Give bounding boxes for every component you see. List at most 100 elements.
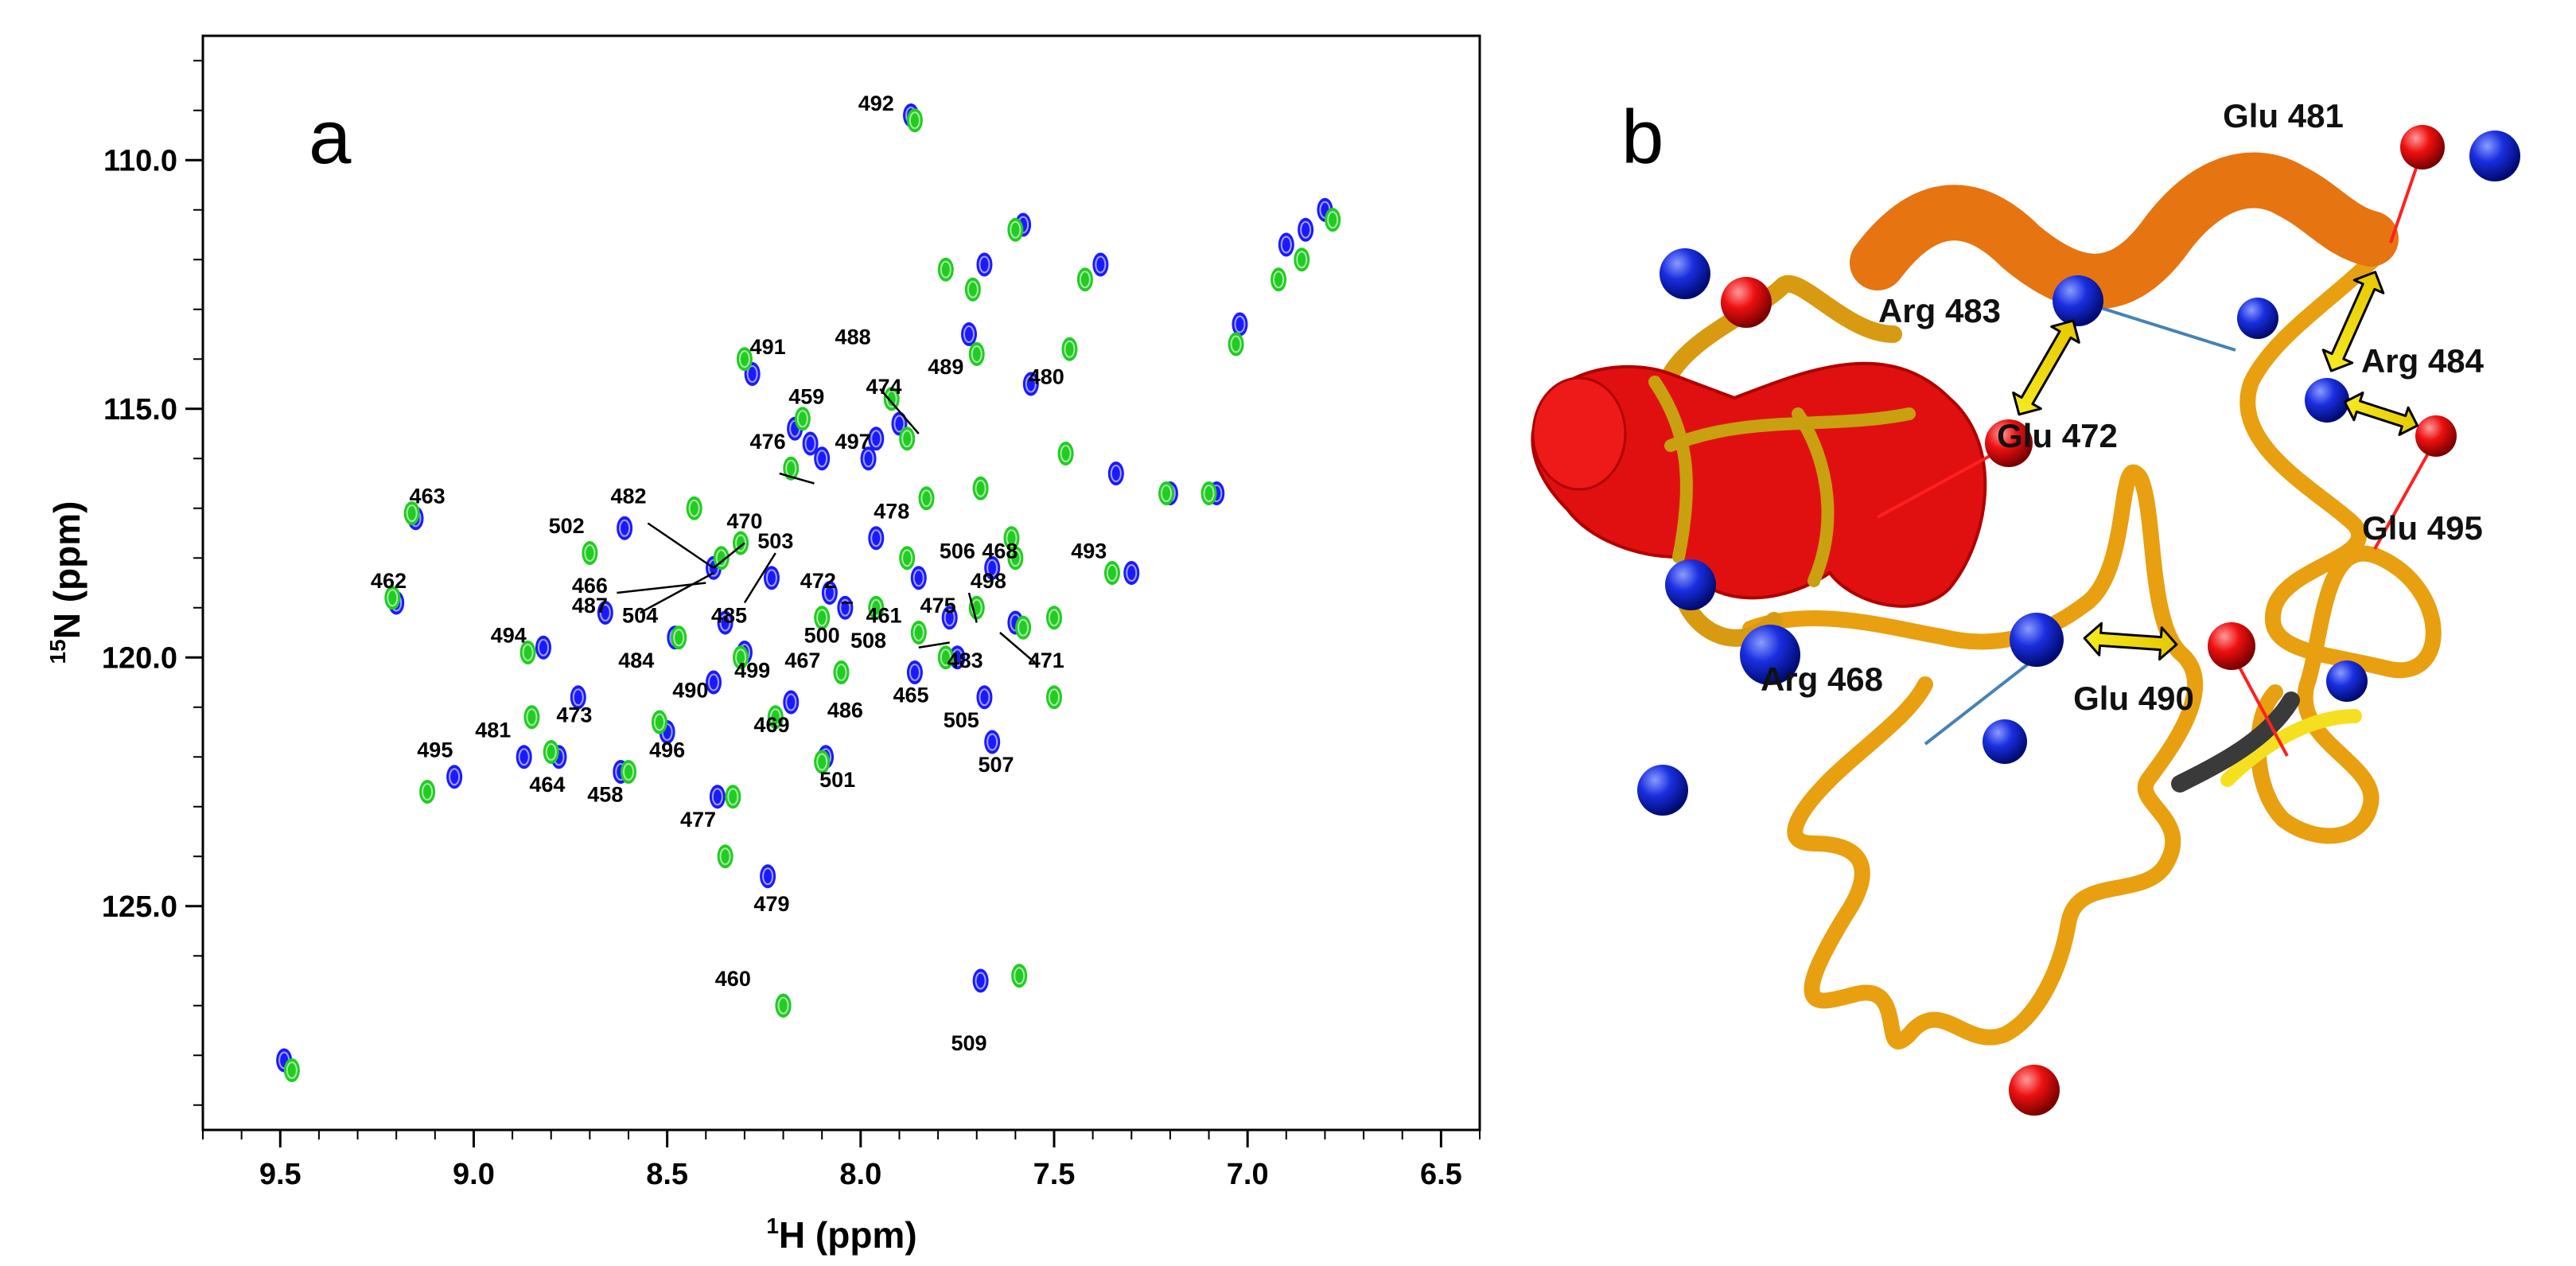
oxygen-atom xyxy=(2415,415,2457,457)
bridge-490 xyxy=(2230,652,2289,757)
peak-blue xyxy=(1092,252,1109,277)
backbone-cartoon xyxy=(1656,239,2442,1050)
peak-blue xyxy=(860,446,877,471)
peak-blue xyxy=(760,864,776,889)
peak-blue xyxy=(709,785,726,809)
x-tick-label: 7.0 xyxy=(1227,1158,1269,1191)
peak-label: 496 xyxy=(649,738,685,762)
helix-end-cap xyxy=(1531,376,1627,491)
y-axis-superscript: 15 xyxy=(45,639,70,664)
y-tick-label: 120.0 xyxy=(102,641,177,675)
peak-green xyxy=(868,595,885,620)
peak-green xyxy=(883,387,900,411)
peak-label: 474 xyxy=(866,375,901,399)
peak-blue xyxy=(868,427,885,451)
oxygen-atom xyxy=(1721,277,1772,328)
peak-label: 482 xyxy=(610,485,646,508)
peak-green xyxy=(767,705,784,730)
helix-stripe xyxy=(1648,376,1916,587)
protein-structure-panel: b xyxy=(1531,95,2520,1116)
peak-blue xyxy=(821,581,838,605)
peak-label: 483 xyxy=(948,649,983,672)
peak-blue xyxy=(1107,462,1124,485)
peak-green xyxy=(968,342,985,366)
peak-label: 507 xyxy=(979,753,1014,777)
oxygen-atom xyxy=(2009,1065,2060,1116)
nitrogen-atom xyxy=(2305,378,2349,423)
peak-label: 479 xyxy=(753,892,789,916)
peak-label: 462 xyxy=(371,569,407,593)
peak-green xyxy=(1007,217,1024,242)
nitrogen-atom xyxy=(1660,248,1710,299)
peak-blue xyxy=(516,745,532,769)
peak-label: 494 xyxy=(491,624,527,648)
bridge-495 xyxy=(2373,438,2438,550)
peak-label: 467 xyxy=(784,649,820,672)
backbone-yellow-segment xyxy=(2220,709,2362,787)
plot-frame xyxy=(201,34,1481,1132)
x-tick-label: 9.0 xyxy=(453,1158,495,1191)
peak-blue xyxy=(783,690,800,715)
peak-label: 495 xyxy=(417,738,453,762)
leader-line xyxy=(743,552,776,604)
peak-label: 503 xyxy=(757,529,793,553)
peak-green xyxy=(283,1058,300,1082)
oxygen-atom xyxy=(2208,622,2255,670)
peak-green xyxy=(964,277,981,302)
nitrogen-atom xyxy=(2469,130,2520,181)
peak-blue xyxy=(763,566,780,590)
x-tick-label: 8.5 xyxy=(646,1158,688,1191)
peak-blue xyxy=(941,606,958,630)
peak-label: 505 xyxy=(944,708,979,732)
peak-green xyxy=(814,606,831,630)
spectrum-peaks xyxy=(276,103,1341,1082)
peak-green xyxy=(794,407,811,431)
peak-label: 473 xyxy=(556,703,592,727)
peak-green xyxy=(1015,615,1032,640)
leader-line xyxy=(879,388,920,434)
peak-label: 493 xyxy=(1071,539,1107,563)
peak-green xyxy=(972,476,989,501)
nitrogen-atom xyxy=(1740,625,1800,685)
peak-green xyxy=(1046,685,1062,710)
peak-label: 504 xyxy=(622,604,658,628)
peak-label: 488 xyxy=(835,325,871,349)
peak-green xyxy=(937,257,954,282)
nitrogen-atom xyxy=(1637,765,1688,816)
leader-line xyxy=(999,632,1036,664)
peak-green xyxy=(1061,337,1078,361)
peak-green xyxy=(651,710,667,734)
peak-blue xyxy=(961,322,977,346)
peak-blue xyxy=(976,685,993,710)
y-axis-text: N (ppm) xyxy=(46,501,88,640)
peak-label: 489 xyxy=(928,355,963,379)
x-tick-label: 9.5 xyxy=(259,1158,302,1191)
x-tick-label: 7.5 xyxy=(1033,1158,1076,1191)
oxygen-atom xyxy=(1985,419,2033,467)
peak-green xyxy=(736,347,753,372)
residue-label: Glu 490 xyxy=(2073,680,2194,717)
peak-blue xyxy=(706,670,722,695)
peak-blue xyxy=(802,431,819,456)
peak-label: 477 xyxy=(680,808,716,832)
peak-label: 497 xyxy=(835,430,871,454)
hbond-483 xyxy=(2088,302,2236,352)
residue-labels: Glu 481 Arg 483 Arg 484 Glu 472 Glu 495 Arg 4… xyxy=(1761,97,2485,717)
peak-blue xyxy=(1232,312,1248,337)
peak-blue xyxy=(617,516,633,540)
x-tick-label: 8.0 xyxy=(839,1158,881,1191)
peak-blue xyxy=(717,610,733,635)
peak-blue xyxy=(1278,232,1294,257)
peak-green xyxy=(1325,208,1341,232)
peak-blue xyxy=(972,968,989,993)
peak-label: 499 xyxy=(734,658,770,682)
peak-green xyxy=(403,501,420,525)
peak-label: 484 xyxy=(618,649,654,672)
peak-green xyxy=(1294,247,1310,272)
peak-label: 476 xyxy=(750,430,786,454)
peak-green xyxy=(1158,481,1175,505)
peak-green xyxy=(775,993,792,1018)
backbone-loop-lower xyxy=(1742,464,2204,1050)
peak-blue xyxy=(1298,217,1314,242)
peak-label: 500 xyxy=(804,624,840,648)
